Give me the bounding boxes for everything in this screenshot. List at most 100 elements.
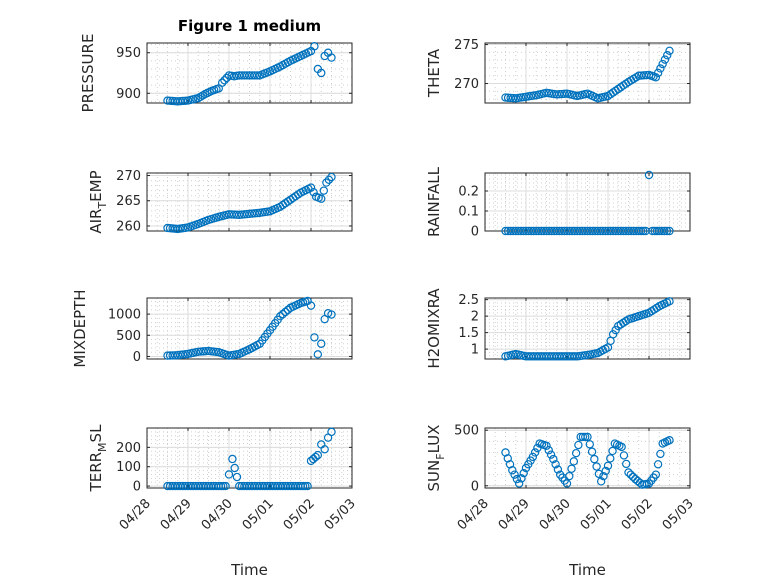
data-point: [306, 301, 316, 310]
data-point: [622, 459, 631, 469]
data-point: [252, 208, 262, 218]
data-point: [512, 474, 522, 484]
data-point: [660, 226, 669, 236]
data-point: [317, 339, 326, 348]
data-point: [644, 170, 654, 180]
data-point: [310, 333, 319, 342]
y-tick-label: 1.5: [458, 326, 479, 341]
data-point: [596, 477, 606, 486]
data-point: [216, 481, 226, 491]
data-point: [633, 476, 642, 486]
data-point: [651, 470, 661, 479]
data-point: [587, 447, 597, 456]
data-point: [553, 465, 563, 474]
data-point: [562, 479, 572, 488]
data-point: [567, 464, 576, 473]
data-point: [565, 471, 574, 481]
data-point: [658, 59, 667, 69]
data-point: [583, 432, 592, 442]
data-point: [617, 442, 626, 452]
y-tick-label: 2.5: [458, 293, 479, 308]
x-tick-label: 05/03: [660, 496, 697, 533]
data-point: [327, 53, 336, 62]
data-point: [578, 432, 588, 442]
y-tick-label: 0: [471, 225, 479, 240]
data-point: [252, 71, 262, 80]
subplot-air_temp: 260 265 270 AIRTEMP: [87, 169, 353, 234]
axes-frame: [146, 42, 353, 104]
x-tick-label: 05/02: [619, 496, 656, 533]
data-point: [660, 55, 670, 64]
data-point: [606, 454, 615, 463]
data-point: [319, 186, 329, 195]
data-point: [181, 96, 190, 105]
data-point: [533, 443, 542, 453]
y-axis-label: TERRMSL: [87, 424, 109, 493]
data-point: [665, 297, 674, 306]
y-axis-label: RAINFALL: [425, 166, 443, 237]
data-point: [608, 330, 618, 339]
data-point: [317, 68, 326, 78]
data-point: [574, 440, 583, 450]
data-point: [224, 470, 234, 479]
data-point: [178, 96, 188, 106]
data-point: [298, 481, 308, 491]
data-point: [276, 312, 285, 321]
data-point: [608, 446, 617, 456]
y-tick-label: 200: [116, 441, 141, 456]
y-tick-label: 1: [471, 343, 479, 358]
data-point: [665, 226, 674, 236]
data-point: [656, 64, 665, 73]
data-point: [651, 73, 661, 82]
data-point: [514, 479, 524, 488]
subplot-rainfall: 0 0.1 0.2 RAINFALL: [425, 166, 691, 240]
data-point: [569, 457, 579, 466]
data-point: [303, 481, 312, 491]
data-point: [310, 42, 319, 51]
y-tick-label: 500: [454, 424, 479, 439]
y-tick-label: 2: [471, 310, 479, 325]
axes-frame: [146, 172, 353, 232]
data-point: [601, 466, 610, 476]
data-point: [278, 309, 288, 319]
x-tick-label: 05/01: [240, 496, 277, 533]
y-tick-label: 0.2: [458, 185, 479, 200]
x-tick-label: 05/03: [322, 496, 359, 533]
data-point: [220, 76, 229, 85]
axes-frame: [484, 172, 691, 232]
y-axis-label: MIXDEPTH: [71, 289, 89, 367]
data-point: [219, 481, 228, 491]
data-point: [544, 446, 553, 455]
y-tick-label: 0: [133, 350, 141, 365]
data-point: [317, 194, 326, 203]
data-point: [624, 468, 633, 477]
y-tick-label: 900: [116, 87, 141, 102]
axes-frame: [484, 42, 691, 104]
data-point: [311, 452, 320, 462]
subplot-theta: 270 275 THETA: [425, 38, 691, 104]
data-point: [530, 448, 540, 457]
y-tick-label: 270: [116, 169, 141, 184]
y-axis-label: SUNFLUX: [425, 425, 447, 492]
data-point: [228, 454, 237, 464]
x-tick-label: 05/02: [281, 496, 318, 533]
data-point: [636, 226, 646, 236]
y-tick-label: 100: [116, 460, 141, 475]
x-tick-label: 05/01: [578, 496, 615, 533]
subplot-terr_msl: 0 100 200 TERRMSL 04/28 04/29 04/30 05/01 05/02 0…: [87, 424, 359, 579]
data-point: [221, 481, 230, 491]
data-point: [327, 427, 336, 437]
subplot-pressure: 900 950 PRESSURE Figure 1 medium: [79, 17, 353, 112]
data-point: [322, 178, 331, 187]
data-point: [546, 450, 556, 459]
data-point: [232, 472, 242, 482]
data-point: [320, 445, 329, 454]
data-point: [656, 449, 665, 459]
x-axis-label: Time: [230, 561, 268, 579]
y-tick-label: 500: [116, 329, 141, 344]
y-axis-label: H2OMIXRA: [425, 288, 443, 369]
subplot-mixdepth: 0 500 1000 MIXDEPTH: [71, 289, 353, 368]
y-tick-label: 270: [454, 77, 479, 92]
x-tick-label: 04/30: [199, 496, 236, 533]
